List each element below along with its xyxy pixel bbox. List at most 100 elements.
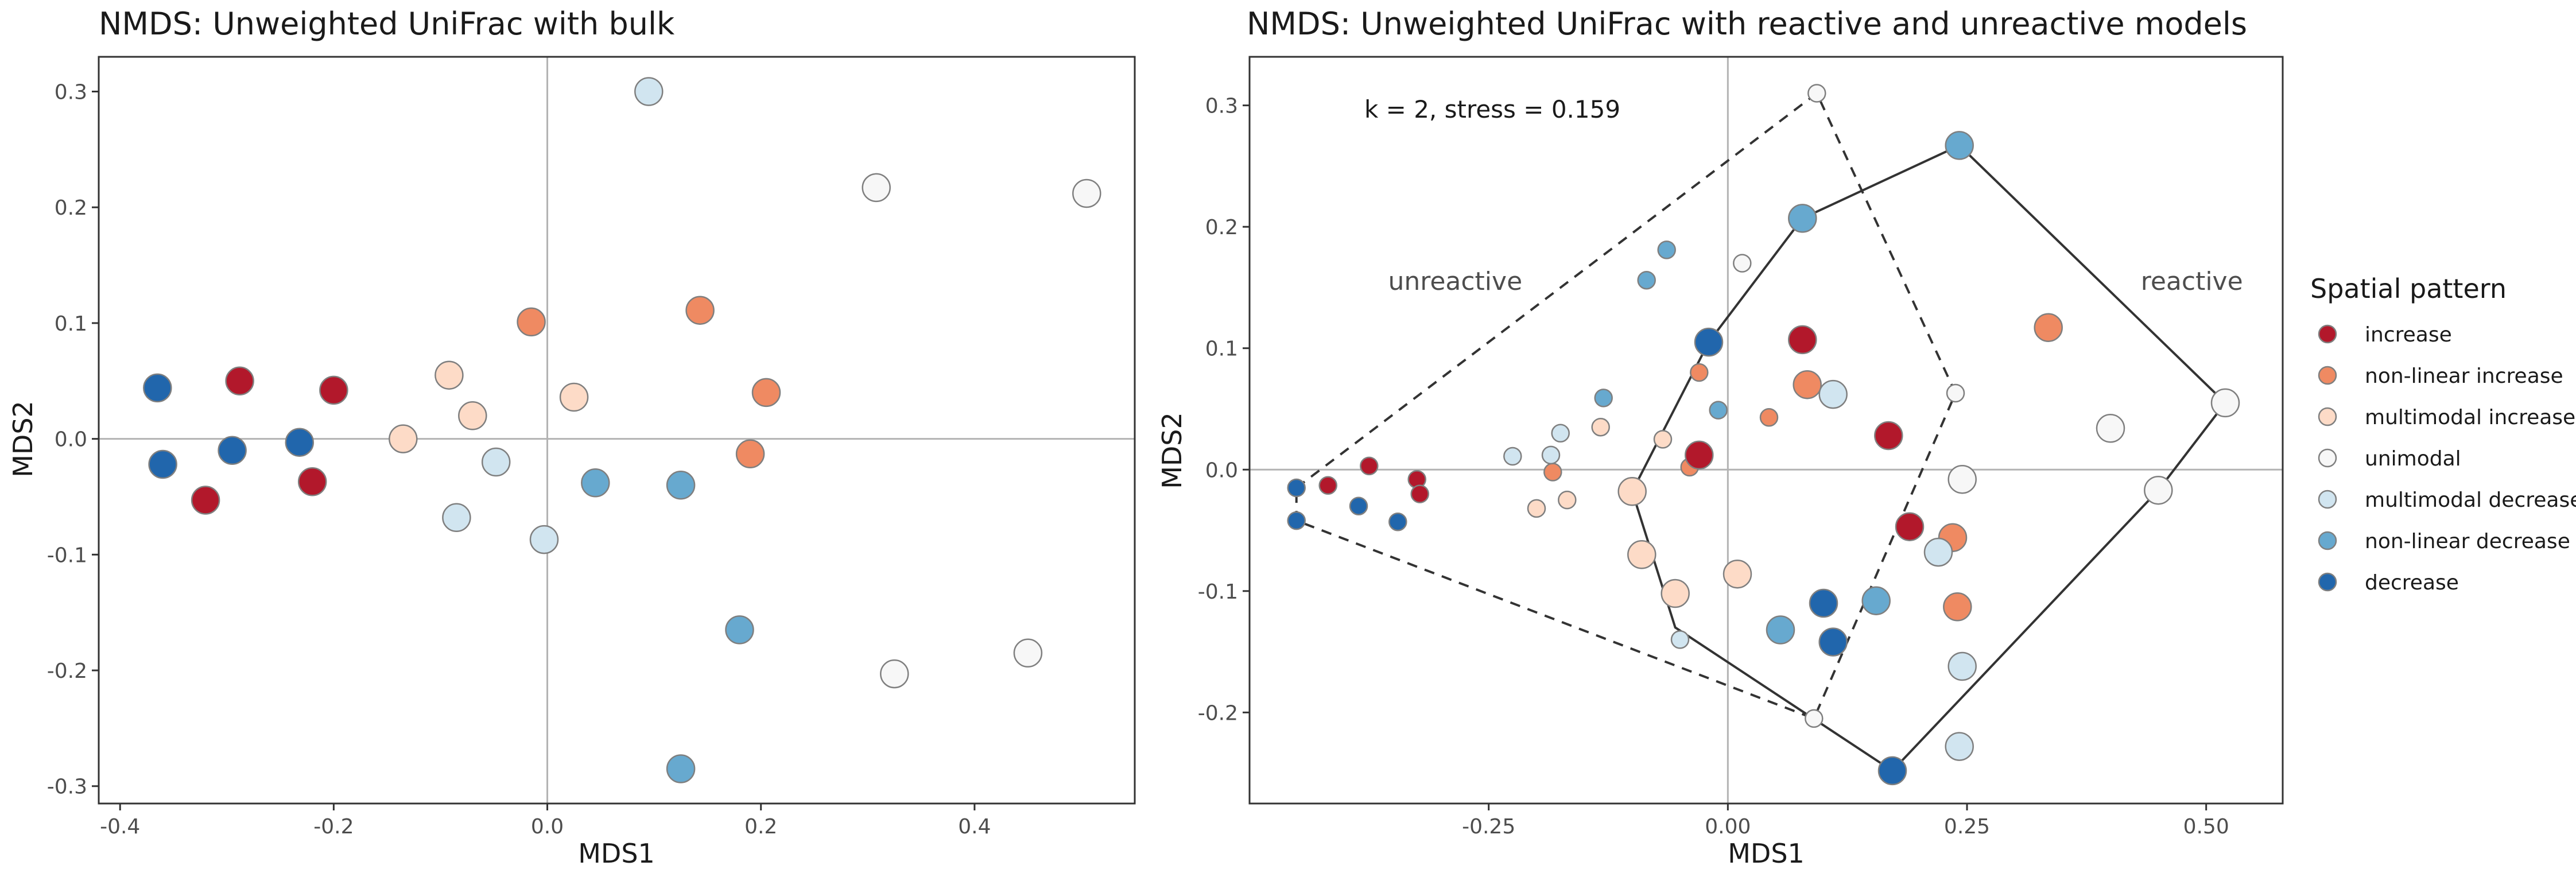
data-point [1388, 512, 1407, 531]
y-tick-label: 0.2 [55, 196, 87, 220]
data-point [1551, 424, 1570, 443]
data-point [285, 428, 315, 457]
y-tick-label: 0.3 [1205, 95, 1238, 118]
data-point [1657, 240, 1676, 259]
data-point [481, 447, 511, 477]
data-point [1945, 131, 1974, 160]
data-point [1503, 447, 1522, 466]
data-point [1318, 476, 1337, 495]
x-tick-label: 0.00 [1705, 815, 1751, 839]
data-point [1722, 559, 1752, 589]
data-point [1013, 638, 1043, 668]
chart-title: NMDS: Unweighted UniFrac with bulk [99, 6, 675, 42]
data-point [1788, 204, 1817, 233]
data-point [685, 296, 715, 325]
legend-swatch [2318, 572, 2337, 592]
y-tick-label: -0.1 [47, 544, 87, 567]
data-point [297, 467, 327, 496]
y-tick-label: 0.0 [1205, 459, 1238, 482]
data-point [634, 77, 664, 106]
annotation: reactive [2141, 267, 2243, 296]
annotation: unreactive [1388, 267, 1522, 296]
data-point [1690, 363, 1709, 382]
x-tick-label: 0.25 [1944, 815, 1990, 839]
x-tick-label: 0.50 [2183, 815, 2229, 839]
x-tick-label: -0.25 [1462, 815, 1515, 839]
legend-label: increase [2365, 323, 2452, 347]
data-point [1694, 327, 1724, 357]
y-tick-label: 0.2 [1205, 216, 1238, 239]
data-point [434, 360, 464, 390]
y-tick-label: -0.1 [1198, 580, 1238, 604]
data-point [1558, 490, 1577, 510]
data-point [862, 173, 891, 203]
data-point [1759, 408, 1779, 427]
data-point [1793, 370, 1822, 399]
data-point [1072, 178, 1101, 208]
y-tick-label: 0.1 [1205, 337, 1238, 361]
panel-border [1248, 56, 2284, 805]
data-point [191, 486, 220, 515]
plot-area: -0.4 -0.2 0.0 0.2 0.4 -0.3 -0.2 -0.1 0.0 0.1 0.2 0.… [47, 56, 1136, 839]
data-point [1818, 627, 1848, 657]
data-point [1360, 456, 1379, 476]
data-point [1943, 592, 1972, 622]
data-point [2034, 313, 2063, 342]
y-tick-label: 0.0 [55, 428, 87, 452]
data-point [1947, 464, 1977, 494]
data-point [389, 424, 418, 453]
legend-label: decrease [2365, 571, 2459, 595]
x-tick-label: 0.4 [958, 815, 991, 839]
legend-title: Spatial pattern [2310, 273, 2507, 304]
data-point [1809, 588, 1838, 618]
data-point [559, 382, 589, 412]
x-axis-label: MDS1 [1728, 838, 1805, 869]
data-point [1788, 325, 1817, 355]
legend-swatch [2318, 531, 2337, 550]
data-point [1895, 512, 1925, 541]
data-point [725, 615, 754, 645]
data-point [1805, 709, 1824, 728]
data-point [1349, 496, 1368, 515]
data-point [666, 754, 696, 783]
data-point [1661, 579, 1690, 608]
legend-swatch [2318, 324, 2337, 344]
legend-swatch [2318, 490, 2337, 509]
data-point [517, 307, 546, 337]
data-point [1527, 499, 1546, 518]
y-tick-label: 0.1 [55, 312, 87, 336]
legend-label: non-linear increase [2365, 364, 2563, 388]
x-tick-label: 0.2 [744, 815, 777, 839]
data-point [225, 366, 254, 396]
data-point [1766, 615, 1795, 645]
legend-swatch [2318, 366, 2337, 385]
data-point [2096, 414, 2125, 443]
x-tick-label: -0.2 [313, 815, 354, 839]
data-point [1807, 84, 1826, 103]
data-point [1709, 401, 1728, 420]
data-point [1627, 540, 1656, 569]
data-point [1541, 445, 1561, 465]
y-axis-label: MDS2 [1157, 412, 1188, 489]
annotation: k = 2, stress = 0.159 [1364, 95, 1620, 123]
y-axis-label: MDS2 [7, 401, 38, 478]
data-point [1877, 756, 1907, 786]
data-point [1410, 484, 1429, 503]
panel-border [98, 56, 1136, 805]
data-point [1874, 421, 1903, 451]
data-point [148, 449, 177, 479]
plot-area: k = 2, stress = 0.159 unreactive reactive -… [1198, 56, 2284, 839]
legend-label: non-linear decrease [2365, 530, 2570, 553]
data-point [1653, 430, 1673, 449]
data-point [218, 436, 247, 465]
data-point [1591, 417, 1610, 437]
data-point [1861, 586, 1891, 615]
data-point [1923, 537, 1953, 567]
data-point [1945, 732, 1974, 761]
data-point [1733, 254, 1752, 273]
data-point [442, 503, 471, 533]
panel-bulk: NMDS: Unweighted UniFrac with bulk -0.4-… [7, 6, 1136, 869]
data-point [1637, 270, 1656, 290]
data-point [666, 471, 696, 500]
